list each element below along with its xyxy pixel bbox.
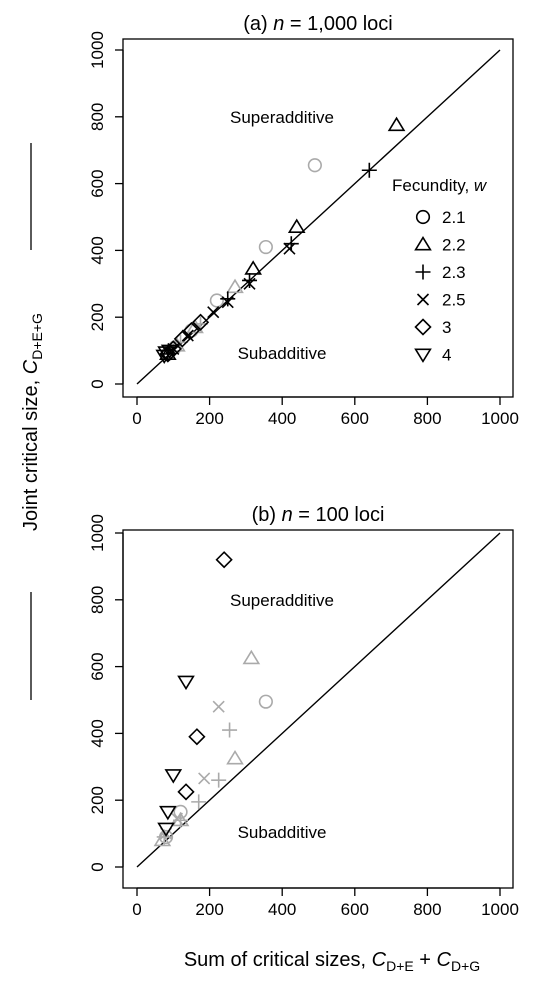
panel-b-y-tick-label: 200 [88,786,107,814]
panel-b-title: (b) n = 100 loci [252,504,385,526]
panel-b-reference-line [136,532,501,868]
panel-b-point-plus [191,794,207,810]
panel-a-point-plus [242,272,258,288]
panel-b-point-diamond [188,728,206,746]
panel-b-x-tick-label: 200 [195,900,223,919]
panel-b-point-plus [222,722,238,738]
panel-a-point-triangle-down [160,344,179,360]
panel-b-superadditive-label: Superadditive [230,591,334,610]
legend-marker-triangle-up [414,236,432,251]
legend-label: 2.1 [442,208,466,227]
panel-a-point-diamond [182,321,201,340]
x-axis-title-text: Sum of critical sizes, CD+E + CD+G [184,949,480,974]
panel-a-y-tick-label: 800 [88,103,107,131]
legend-title: Fecundity, w [392,176,488,195]
legend-items: 2.1 2.2 2.3 2.5 3 4 [414,208,466,365]
panel-b-point-triangle-up [226,749,244,765]
panel-b-point-plus [211,772,227,788]
panel-a-point-triangle-up [287,218,306,234]
panel-a-x-tick-label: 0 [132,409,141,428]
panel-a-point-cross [283,242,296,255]
panel-b-subadditive-label: Subadditive [238,823,327,842]
legend-label: 2.3 [442,263,466,282]
panel-a-point-triangle-up [387,116,406,132]
x-axis-title: Sum of critical sizes, CD+E + CD+G [184,949,480,974]
y-axis-title: Joint critical size, CD+E+G [20,143,45,700]
panel-a-y-tick-label: 400 [88,236,107,264]
panel-b-point-diamond [177,783,195,801]
panel-a-title: (a) n = 1,000 loci [243,13,393,35]
panel-b-point-triangle-down [159,805,177,821]
panel-a-point-plus [283,236,299,252]
panel-a-y-tick-label: 1000 [88,31,107,69]
panel-a-point-triangle-down [155,349,174,365]
legend-marker-diamond [414,318,432,336]
panel-b-x-tick-label: 0 [132,900,141,919]
panel-a-x-tick-label: 400 [268,409,296,428]
panel-a-x-tick-label: 200 [195,409,223,428]
panel-a-marks: 0 200 400 600 800 1000 0 200 400 600 800 1000 [88,31,519,428]
panel-a-point-triangle-up [226,278,244,294]
panel-a-point-circle [258,239,273,255]
panel-a-y-tick-label: 0 [88,379,107,388]
legend-label: 2.5 [442,291,466,310]
panel-a-point-plus [361,162,377,178]
panel-a-point-diamond [191,313,210,331]
panel-b-point-triangle-down [157,822,175,838]
panel-b-x-tick-label: 400 [268,900,296,919]
panel-a-point-plus [220,291,236,307]
panel-b-y-tick-label: 800 [88,586,107,614]
panel-b-x-tick-label: 800 [413,900,441,919]
panel-a-point-triangle-up [244,260,262,275]
panel-a-point-triangle-up [186,318,204,334]
panel-b-y-tick-label: 0 [88,862,107,871]
legend-marker-triangle-down [414,348,432,363]
panel-b-point-circle [258,694,273,709]
panel-b-y-tick-label: 400 [88,719,107,747]
legend-label: 3 [442,318,451,337]
legend-marker-circle [415,209,431,225]
panel-b-point-cross [170,812,183,825]
panel-a-point-circle [184,323,199,338]
panel-a-superadditive-label: Superadditive [230,108,334,127]
panel-b-point-triangle-up [153,831,172,847]
panel-a-y-tick-label: 200 [88,303,107,331]
legend-marker-plus [415,264,431,280]
panel-a-y-tick-label: 600 [88,169,107,197]
panel-b-point-cross [212,700,225,713]
panel-b-point-triangle-down [164,769,183,784]
panel-a-point-cross [243,277,256,290]
panel-b-y-tick-label: 1000 [88,514,107,552]
panel-a-point-cross [207,306,220,319]
panel-a-point-cross [181,329,194,342]
panel-a-x-tick-label: 1000 [481,409,519,428]
legend: Fecundity, w 2.1 2.2 2.3 2.5 3 4 [392,176,488,365]
y-axis-title-text: Joint critical size, CD+E+G [20,313,45,531]
panel-a-point-cross [221,296,234,309]
panel-b-point-triangle-down [177,675,195,691]
legend-label: 4 [442,346,451,365]
panel-b-point-diamond [215,551,233,569]
panel-a-x-tick-label: 600 [341,409,369,428]
panel-a-x-tick-label: 800 [413,409,441,428]
panel-b-point-triangle-up [242,649,261,665]
panel-a-point-diamond [173,330,192,348]
panel-b-x-tick-label: 1000 [481,900,519,919]
panel-b-marks: 0 200 400 600 800 1000 0 200 400 600 800 1000 [88,514,519,919]
panel-a: (a) n = 1,000 loci Superadditive Subaddi… [88,13,519,428]
legend-marker-cross [416,293,430,306]
panel-b-point-cross [198,772,211,785]
panel-a-point-circle [307,158,322,173]
panel-a-subadditive-label: Subadditive [238,344,327,363]
panel-b-y-tick-label: 600 [88,652,107,680]
panel-b-x-tick-label: 600 [341,900,369,919]
panel-a-point-circle [209,293,224,308]
legend-label: 2.2 [442,236,466,255]
panel-b: (b) n = 100 loci Superadditive Subadditi… [88,504,519,919]
